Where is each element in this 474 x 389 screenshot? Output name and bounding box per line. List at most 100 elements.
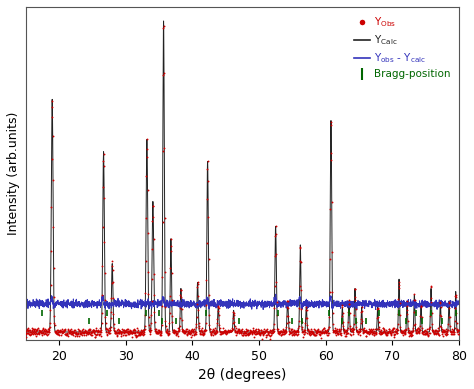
Point bbox=[264, 329, 271, 335]
Point bbox=[277, 328, 284, 334]
Point bbox=[83, 330, 91, 336]
Point bbox=[84, 331, 91, 337]
Point bbox=[331, 327, 338, 333]
Point bbox=[190, 329, 197, 335]
Point bbox=[238, 326, 246, 332]
Point bbox=[60, 328, 68, 334]
Point bbox=[410, 297, 418, 303]
Point bbox=[369, 326, 376, 332]
Point bbox=[29, 331, 36, 338]
Point bbox=[334, 331, 342, 338]
Point bbox=[227, 327, 234, 333]
Point bbox=[68, 329, 76, 336]
Point bbox=[271, 253, 279, 259]
Point bbox=[232, 329, 240, 335]
Point bbox=[411, 309, 419, 315]
Point bbox=[105, 326, 112, 333]
Point bbox=[326, 314, 333, 320]
Point bbox=[191, 328, 199, 334]
Point bbox=[419, 329, 426, 335]
Point bbox=[318, 329, 326, 336]
Point bbox=[124, 326, 131, 332]
Point bbox=[282, 327, 289, 333]
Point bbox=[236, 329, 243, 336]
Point bbox=[169, 327, 176, 333]
Point bbox=[278, 328, 286, 335]
Point bbox=[210, 330, 218, 336]
Point bbox=[433, 329, 441, 336]
Point bbox=[168, 297, 175, 303]
Point bbox=[424, 333, 432, 339]
Point bbox=[88, 329, 96, 335]
Point bbox=[149, 202, 156, 209]
Point bbox=[250, 329, 257, 335]
Point bbox=[405, 328, 412, 334]
Point bbox=[352, 297, 359, 303]
Point bbox=[198, 328, 206, 335]
Point bbox=[68, 330, 75, 336]
Point bbox=[107, 324, 114, 330]
Point bbox=[46, 324, 54, 331]
Point bbox=[408, 331, 415, 337]
Point bbox=[141, 312, 149, 318]
Point bbox=[390, 334, 397, 340]
Point bbox=[391, 328, 399, 335]
Point bbox=[231, 323, 238, 329]
Point bbox=[220, 328, 228, 334]
Point bbox=[284, 298, 292, 305]
Point bbox=[146, 325, 154, 331]
Point bbox=[256, 331, 264, 338]
Point bbox=[231, 327, 239, 333]
Point bbox=[413, 330, 421, 336]
Point bbox=[305, 330, 313, 336]
Point bbox=[188, 328, 196, 334]
Point bbox=[410, 324, 417, 331]
Point bbox=[438, 324, 445, 330]
Point bbox=[242, 329, 250, 336]
Point bbox=[198, 331, 206, 337]
Point bbox=[385, 326, 392, 333]
Point bbox=[421, 327, 428, 333]
Point bbox=[57, 328, 64, 334]
Point bbox=[258, 329, 266, 335]
Point bbox=[112, 328, 119, 334]
Point bbox=[171, 329, 179, 335]
Point bbox=[328, 199, 336, 205]
Point bbox=[251, 331, 259, 337]
Point bbox=[253, 326, 260, 332]
Point bbox=[382, 329, 389, 335]
Point bbox=[400, 329, 407, 335]
Point bbox=[147, 312, 155, 319]
Point bbox=[361, 328, 369, 334]
Point bbox=[125, 329, 133, 335]
Point bbox=[105, 329, 112, 336]
Point bbox=[306, 328, 314, 334]
Point bbox=[403, 307, 410, 313]
Point bbox=[451, 317, 459, 324]
Point bbox=[399, 332, 406, 338]
Point bbox=[77, 328, 84, 334]
Point bbox=[314, 328, 322, 334]
Point bbox=[315, 328, 322, 335]
Point bbox=[189, 332, 196, 338]
Point bbox=[348, 328, 356, 334]
Point bbox=[249, 327, 256, 333]
Point bbox=[193, 301, 201, 307]
Point bbox=[229, 320, 237, 326]
Point bbox=[376, 328, 384, 334]
Point bbox=[324, 329, 331, 335]
Point bbox=[87, 329, 95, 336]
Point bbox=[135, 331, 142, 338]
Point bbox=[374, 314, 382, 320]
Point bbox=[121, 329, 129, 335]
Point bbox=[73, 333, 81, 339]
Point bbox=[319, 329, 327, 336]
Point bbox=[166, 320, 173, 326]
Point bbox=[444, 328, 451, 334]
Point bbox=[193, 314, 201, 320]
Point bbox=[387, 328, 394, 334]
Point bbox=[250, 328, 258, 334]
Point bbox=[183, 326, 191, 332]
Point bbox=[237, 327, 245, 333]
Point bbox=[427, 300, 434, 306]
